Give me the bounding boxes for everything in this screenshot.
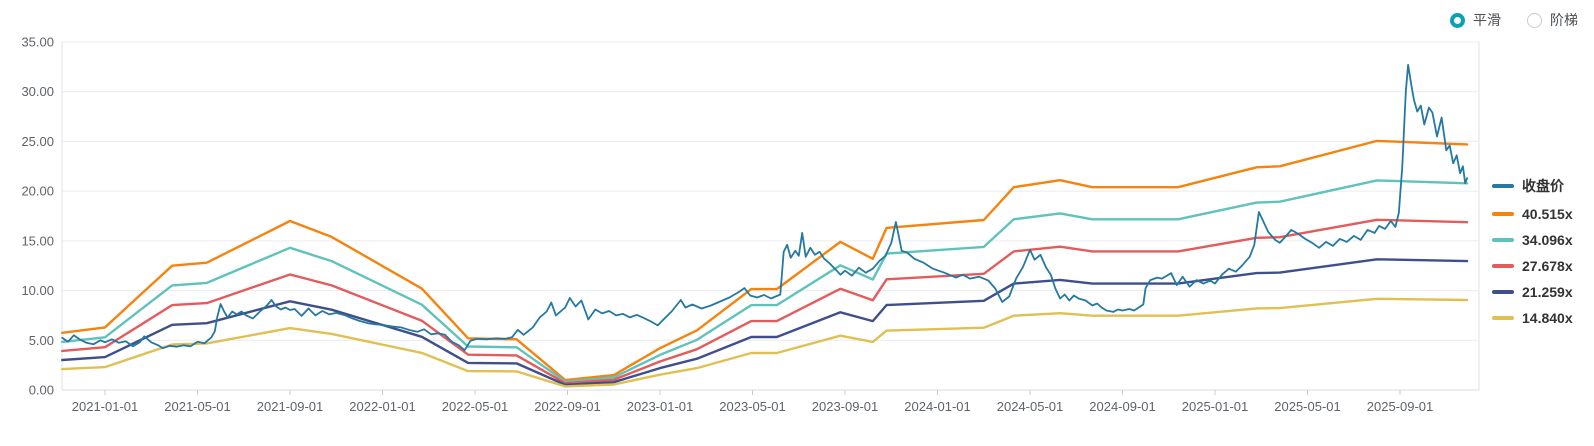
legend-label: 21.259x: [1522, 284, 1573, 300]
legend-item-band-34096[interactable]: 34.096x: [1492, 232, 1573, 248]
line-mode-radio-group: 平滑 阶梯: [1450, 10, 1578, 30]
x-axis-tick-label: 2023-01-01: [627, 399, 694, 414]
x-axis-tick-label: 2025-09-01: [1367, 399, 1434, 414]
x-axis-tick-label: 2024-01-01: [904, 399, 971, 414]
legend-label: 14.840x: [1522, 310, 1573, 326]
x-axis-tick-label: 2025-01-01: [1182, 399, 1249, 414]
pe-band-line-27.678x: [61, 218, 1469, 385]
x-axis-tick-label: 2021-05-01: [164, 399, 231, 414]
radio-step-label: 阶梯: [1550, 12, 1578, 28]
x-axis-tick-label: 2024-09-01: [1089, 399, 1156, 414]
legend-label: 收盘价: [1522, 178, 1564, 194]
radio-selected-icon[interactable]: [1450, 12, 1465, 28]
pe-band-line-34.096x: [61, 179, 1469, 383]
y-axis-tick-label: 25.00: [21, 134, 54, 149]
pe-band-line-40.515x: [61, 139, 1469, 382]
x-axis-tick-label: 2021-09-01: [257, 399, 324, 414]
radio-smooth[interactable]: 平滑: [1450, 10, 1501, 30]
pe-band-line-14.840x: [61, 297, 1469, 388]
price-line: [61, 64, 1468, 352]
chart-legend: 收盘价 40.515x 34.096x 27.678x 21.259x 14.8…: [1492, 176, 1573, 326]
x-axis-tick-label: 2023-09-01: [812, 399, 879, 414]
legend-item-close-price[interactable]: 收盘价: [1492, 176, 1573, 196]
band-34096-swatch-icon: [1492, 238, 1514, 242]
x-axis-tick-label: 2022-05-01: [442, 399, 509, 414]
x-axis-tick-label: 2024-05-01: [997, 399, 1064, 414]
y-axis-tick-label: 5.00: [29, 333, 54, 348]
band-21259-swatch-icon: [1492, 290, 1514, 294]
legend-label: 40.515x: [1522, 206, 1573, 222]
y-axis-tick-label: 20.00: [21, 184, 54, 199]
band-27678-swatch-icon: [1492, 264, 1514, 268]
legend-item-band-27678[interactable]: 27.678x: [1492, 258, 1573, 274]
y-axis-tick-label: 0.00: [29, 383, 54, 398]
y-axis-tick-label: 30.00: [21, 84, 54, 99]
x-axis-tick-label: 2023-05-01: [719, 399, 786, 414]
x-axis-tick-label: 2022-01-01: [349, 399, 416, 414]
radio-unselected-icon[interactable]: [1527, 12, 1542, 28]
x-axis-tick-label: 2025-05-01: [1274, 399, 1341, 414]
y-axis-tick-label: 15.00: [21, 233, 54, 248]
x-axis-tick-label: 2022-09-01: [534, 399, 601, 414]
pe-band-line-21.259x: [61, 258, 1469, 386]
x-axis-tick-label: 2021-01-01: [72, 399, 139, 414]
legend-item-band-14840[interactable]: 14.840x: [1492, 310, 1573, 326]
y-axis-tick-label: 35.00: [21, 35, 54, 50]
band-14840-swatch-icon: [1492, 316, 1514, 320]
legend-label: 27.678x: [1522, 258, 1573, 274]
legend-label: 34.096x: [1522, 232, 1573, 248]
band-40515-swatch-icon: [1492, 212, 1514, 216]
radio-smooth-label: 平滑: [1473, 12, 1501, 28]
legend-item-band-21259[interactable]: 21.259x: [1492, 284, 1573, 300]
close-price-swatch-icon: [1492, 184, 1514, 188]
legend-item-band-40515[interactable]: 40.515x: [1492, 206, 1573, 222]
y-axis-tick-label: 10.00: [21, 283, 54, 298]
radio-step[interactable]: 阶梯: [1527, 10, 1578, 30]
